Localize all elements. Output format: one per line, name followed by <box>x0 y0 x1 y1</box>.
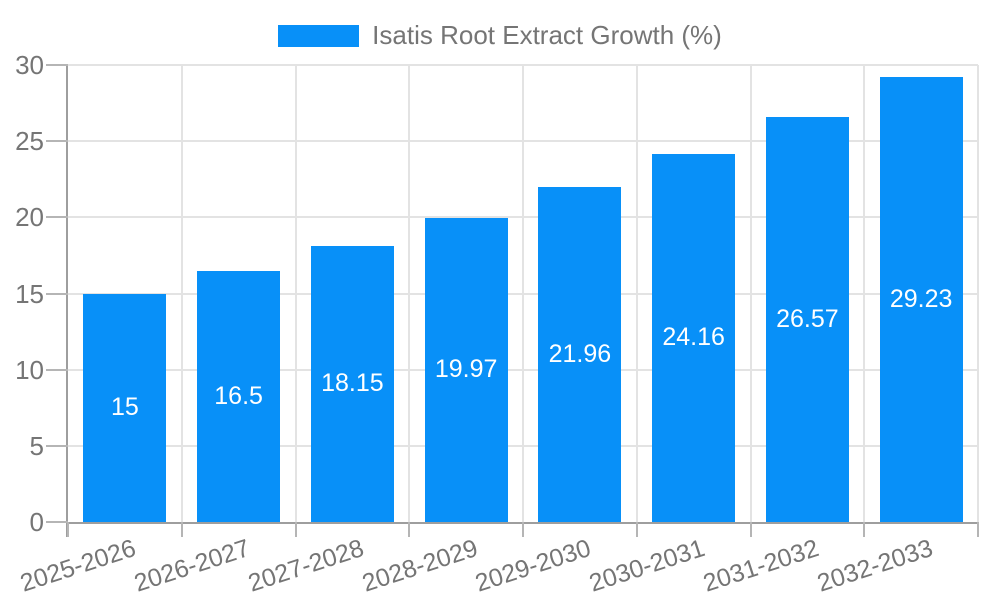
x-tick-mark <box>749 522 752 537</box>
x-gridline <box>635 65 638 522</box>
x-gridline <box>294 65 297 522</box>
plot-area: 0 5 10 15 20 25 30 15 2025-2026 16.5 2026-2027 18.1… <box>15 50 979 598</box>
x-gridline <box>863 65 866 522</box>
y-tick-label: 15 <box>15 278 44 309</box>
y-tick-mark <box>46 292 68 295</box>
legend-label: Isatis Root Extract Growth (%) <box>372 20 722 50</box>
bar-value-label: 29.23 <box>889 284 953 313</box>
x-tick-label: 2027-2028 <box>244 534 368 598</box>
bar-value-label: 21.96 <box>548 340 612 369</box>
x-tick-mark <box>294 522 297 537</box>
bar-value-label: 26.57 <box>776 305 839 334</box>
bar-value-label: 16.5 <box>214 381 263 410</box>
bar-value-label: 18.15 <box>321 369 384 398</box>
x-tick-mark <box>863 522 866 537</box>
bar-2030-2031: 24.16 <box>652 153 736 522</box>
bar-2028-2029: 19.97 <box>424 217 508 522</box>
x-tick-label: 2030-2031 <box>585 534 709 598</box>
y-tick-label: 20 <box>15 202 44 233</box>
bar-2029-2030: 21.96 <box>538 187 622 522</box>
x-tick-mark <box>67 522 69 537</box>
bar-value-label: 15 <box>110 393 139 422</box>
bar-value-label: 19.97 <box>434 355 498 384</box>
legend-swatch <box>278 24 360 47</box>
bar-2027-2028: 18.15 <box>310 245 394 522</box>
chart-legend: Isatis Root Extract Growth (%) <box>0 20 1000 51</box>
x-gridline <box>180 65 183 522</box>
x-tick-label: 2026-2027 <box>130 534 254 598</box>
x-tick-mark <box>635 522 638 537</box>
x-tick-label: 2031-2032 <box>699 534 823 598</box>
x-tick-label: 2025-2026 <box>17 534 140 598</box>
y-tick-label: 25 <box>15 126 44 157</box>
y-tick-label: 0 <box>29 507 44 537</box>
y-tick-mark <box>46 444 68 447</box>
y-tick-mark <box>46 140 68 143</box>
x-tick-label: 2032-2033 <box>813 534 936 598</box>
x-tick-mark <box>977 522 979 537</box>
x-tick-label: 2029-2030 <box>472 534 595 598</box>
x-gridline <box>749 65 752 522</box>
x-tick-mark <box>522 522 524 537</box>
bar-2032-2033: 29.23 <box>879 76 963 522</box>
y-tick-mark <box>46 368 68 371</box>
y-tick-label: 10 <box>15 354 44 385</box>
bar-2031-2032: 26.57 <box>765 117 849 522</box>
y-tick-label: 5 <box>29 430 44 461</box>
x-tick-label: 2028-2029 <box>358 534 481 598</box>
x-gridline <box>977 65 979 522</box>
bar-value-label: 24.16 <box>662 323 725 352</box>
y-tick-mark <box>46 64 68 66</box>
bar-2026-2027: 16.5 <box>197 270 281 522</box>
bar-2025-2026: 15 <box>83 293 167 522</box>
x-tick-mark <box>180 522 183 537</box>
x-tick-mark <box>408 522 411 537</box>
x-gridline <box>522 65 524 522</box>
x-gridline <box>408 65 411 522</box>
y-tick-label: 30 <box>15 50 44 80</box>
y-axis-line <box>66 65 68 537</box>
y-tick-mark <box>46 216 68 219</box>
y-tick-mark <box>46 521 68 523</box>
